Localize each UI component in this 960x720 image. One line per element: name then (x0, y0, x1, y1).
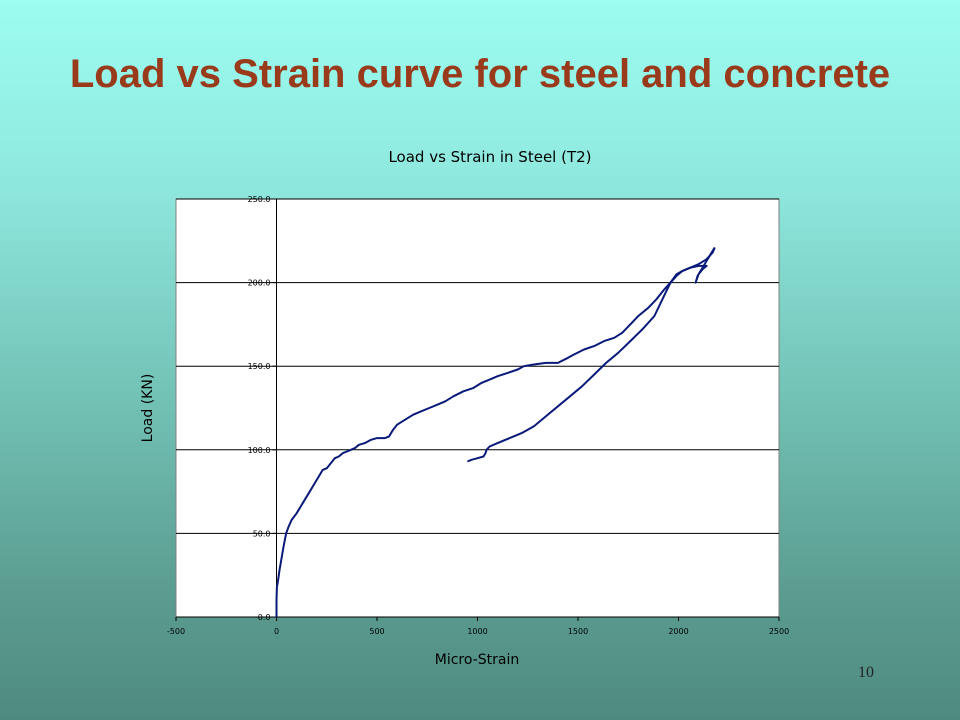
tick-labels: -500 0 500 1000 1500 2000 2500 0.0 50.0 100.0 150.… (167, 195, 789, 636)
x-tick-label: 0 (274, 627, 279, 636)
x-axis-title: Micro-Strain (435, 652, 519, 668)
page-number: 10 (858, 664, 874, 681)
x-tick-label: 500 (369, 627, 384, 636)
chart-title: Load vs Strain in Steel (T2) (388, 148, 592, 166)
series-line-2 (467, 246, 716, 463)
series-line-1 (275, 247, 716, 617)
y-tick-label: 200.0 (248, 279, 271, 288)
y-tick-label: 150.0 (248, 362, 271, 371)
plot-area (175, 198, 780, 618)
y-tick-label: 100.0 (248, 446, 271, 455)
y-tick-label: 50.0 (253, 529, 271, 538)
slide-title: Load vs Strain curve for steel and concr… (69, 52, 891, 96)
y-tick-label: 0.0 (258, 613, 271, 622)
x-tick-label: 2500 (769, 627, 789, 636)
series-lines (275, 246, 716, 617)
x-tick-label: -500 (167, 627, 185, 636)
y-tick-label: 250.0 (248, 195, 271, 204)
y-axis-title: Load (KN) (140, 374, 156, 443)
x-tick-label: 2000 (668, 627, 688, 636)
x-tick-label: 1500 (568, 627, 588, 636)
x-tick-label: 1000 (467, 627, 487, 636)
